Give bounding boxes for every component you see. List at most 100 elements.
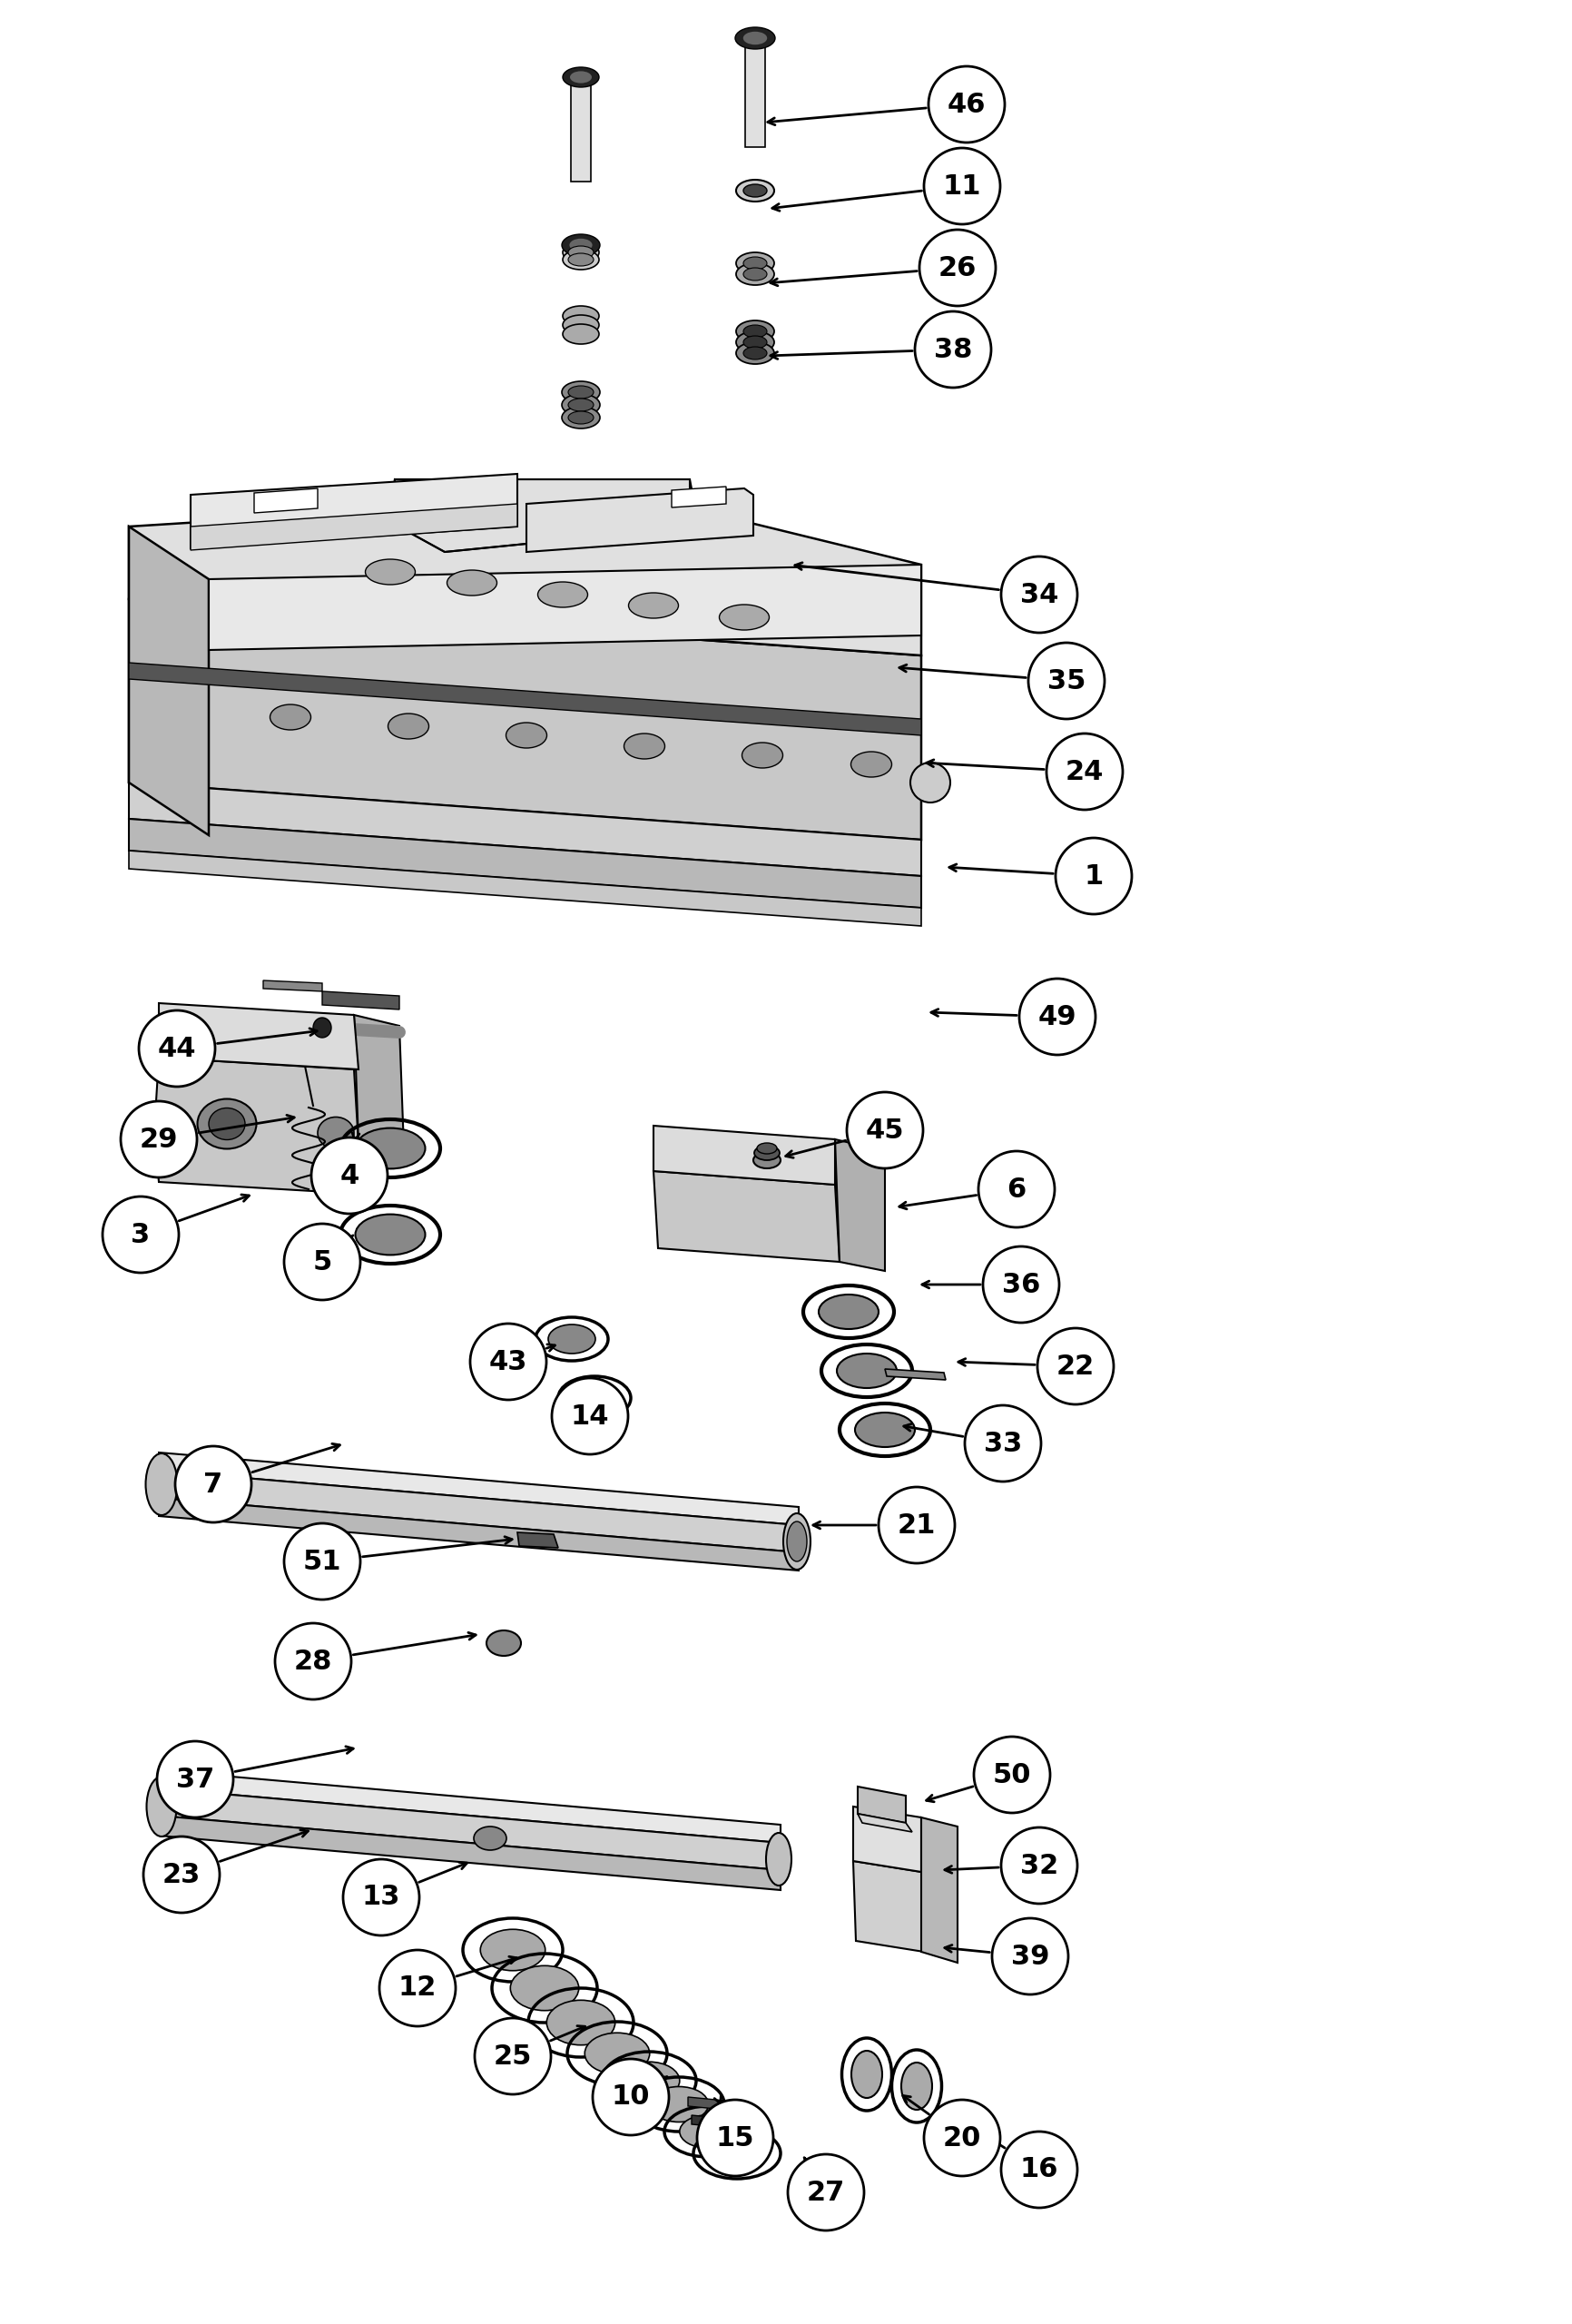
Polygon shape xyxy=(159,1471,799,1552)
Text: 6: 6 xyxy=(1006,1176,1025,1202)
Circle shape xyxy=(174,1446,252,1522)
Ellipse shape xyxy=(549,1325,596,1353)
Ellipse shape xyxy=(569,72,591,84)
Circle shape xyxy=(1055,839,1132,913)
Polygon shape xyxy=(671,486,726,507)
Text: 28: 28 xyxy=(294,1648,332,1676)
Text: 12: 12 xyxy=(398,1975,437,2001)
Text: 38: 38 xyxy=(934,337,971,363)
Polygon shape xyxy=(209,565,921,651)
Ellipse shape xyxy=(679,2115,736,2147)
Ellipse shape xyxy=(783,1513,810,1569)
Text: 22: 22 xyxy=(1056,1353,1094,1380)
Polygon shape xyxy=(852,1806,921,1871)
Ellipse shape xyxy=(506,723,547,748)
Ellipse shape xyxy=(742,744,783,767)
Text: 37: 37 xyxy=(176,1766,214,1792)
Text: 24: 24 xyxy=(1064,758,1104,786)
Ellipse shape xyxy=(736,342,773,365)
Ellipse shape xyxy=(901,2064,932,2110)
Circle shape xyxy=(285,1522,360,1599)
Ellipse shape xyxy=(209,1109,245,1139)
Ellipse shape xyxy=(479,1929,545,1971)
Polygon shape xyxy=(527,488,753,553)
Text: 43: 43 xyxy=(489,1348,527,1376)
Circle shape xyxy=(157,1741,233,1817)
Polygon shape xyxy=(652,1125,835,1185)
Ellipse shape xyxy=(618,2061,679,2099)
Text: 16: 16 xyxy=(1019,2157,1058,2182)
Circle shape xyxy=(1000,555,1077,632)
Ellipse shape xyxy=(567,397,593,411)
Circle shape xyxy=(696,2101,773,2175)
Circle shape xyxy=(978,1150,1055,1227)
Polygon shape xyxy=(652,1171,839,1262)
Ellipse shape xyxy=(850,751,891,776)
Ellipse shape xyxy=(567,253,593,265)
Polygon shape xyxy=(852,1862,923,1952)
Text: 39: 39 xyxy=(1011,1943,1049,1968)
Polygon shape xyxy=(129,783,921,876)
Circle shape xyxy=(788,2154,863,2231)
Ellipse shape xyxy=(563,242,599,263)
Circle shape xyxy=(1000,2131,1077,2208)
Ellipse shape xyxy=(736,253,773,274)
Circle shape xyxy=(311,1136,387,1213)
Ellipse shape xyxy=(198,1099,256,1148)
Ellipse shape xyxy=(744,346,767,360)
Ellipse shape xyxy=(538,581,588,607)
Circle shape xyxy=(138,1011,215,1088)
Circle shape xyxy=(470,1325,545,1399)
Polygon shape xyxy=(857,1813,912,1831)
Circle shape xyxy=(879,1487,954,1564)
Polygon shape xyxy=(517,1532,558,1548)
Polygon shape xyxy=(129,818,921,909)
Polygon shape xyxy=(571,77,591,181)
Circle shape xyxy=(1028,644,1104,718)
Ellipse shape xyxy=(736,179,773,202)
Ellipse shape xyxy=(755,1146,780,1160)
Ellipse shape xyxy=(836,1353,896,1387)
Text: 21: 21 xyxy=(898,1513,935,1538)
Text: 15: 15 xyxy=(715,2124,755,2152)
Text: 23: 23 xyxy=(162,1862,201,1887)
Polygon shape xyxy=(129,662,921,734)
Ellipse shape xyxy=(561,407,599,428)
Text: 4: 4 xyxy=(340,1162,358,1190)
Polygon shape xyxy=(154,1057,358,1195)
Circle shape xyxy=(923,149,1000,223)
Text: 3: 3 xyxy=(130,1222,151,1248)
Ellipse shape xyxy=(736,332,773,353)
Polygon shape xyxy=(159,1452,799,1525)
Ellipse shape xyxy=(567,411,593,423)
Ellipse shape xyxy=(744,325,767,337)
Circle shape xyxy=(343,1859,420,1936)
Text: 10: 10 xyxy=(612,2085,649,2110)
Polygon shape xyxy=(159,1499,799,1571)
Ellipse shape xyxy=(736,321,773,342)
Ellipse shape xyxy=(509,1966,578,2010)
Circle shape xyxy=(379,1950,456,2027)
Circle shape xyxy=(593,2059,668,2136)
Circle shape xyxy=(1045,734,1122,809)
Ellipse shape xyxy=(567,386,593,397)
Polygon shape xyxy=(263,981,322,992)
Ellipse shape xyxy=(744,184,767,198)
Circle shape xyxy=(982,1246,1058,1322)
Polygon shape xyxy=(159,1771,780,1843)
Circle shape xyxy=(121,1102,196,1178)
Text: 36: 36 xyxy=(1001,1271,1039,1297)
Circle shape xyxy=(910,762,949,802)
Ellipse shape xyxy=(742,33,767,44)
Circle shape xyxy=(920,230,995,307)
Ellipse shape xyxy=(563,67,599,88)
Text: 14: 14 xyxy=(571,1404,608,1429)
Polygon shape xyxy=(857,1787,905,1822)
Ellipse shape xyxy=(718,604,769,630)
Ellipse shape xyxy=(355,1127,424,1169)
Ellipse shape xyxy=(365,560,415,586)
Polygon shape xyxy=(322,992,399,1009)
Text: 20: 20 xyxy=(942,2124,981,2152)
Ellipse shape xyxy=(571,1383,618,1413)
Ellipse shape xyxy=(563,316,599,335)
